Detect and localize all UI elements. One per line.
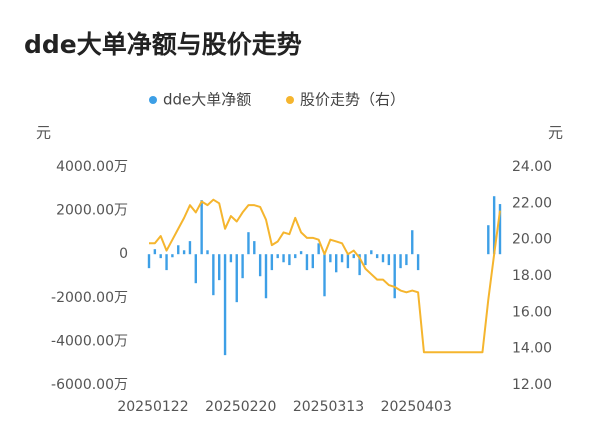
chart-title: dde大单净额与股价走势 <box>24 30 302 59</box>
bar <box>229 254 233 263</box>
y2-tick-label: 22.00 <box>512 195 552 211</box>
y-tick-label: -2000.00万 <box>51 290 128 306</box>
bar <box>241 254 244 279</box>
bar <box>492 196 496 255</box>
bar <box>411 230 414 255</box>
bar <box>235 254 238 303</box>
legend-marker <box>149 96 157 104</box>
bar <box>282 254 285 263</box>
bar <box>171 254 174 258</box>
bar <box>218 254 221 281</box>
bar <box>358 254 361 276</box>
bar <box>200 200 203 255</box>
bar <box>381 254 385 263</box>
y2-tick-label: 20.00 <box>512 232 552 248</box>
bar <box>153 249 157 255</box>
bar <box>276 254 279 259</box>
bar <box>399 254 402 269</box>
bar <box>223 254 227 356</box>
bar <box>270 254 274 271</box>
bar <box>159 254 162 259</box>
y2-tick-label: 16.00 <box>512 304 552 320</box>
y-axis-unit: 元 <box>36 124 51 142</box>
bar <box>416 254 420 271</box>
bar <box>346 254 350 269</box>
bar <box>305 254 309 271</box>
bar <box>182 250 186 255</box>
bar <box>352 254 355 259</box>
y-tick-label: -6000.00万 <box>51 377 128 393</box>
y2-tick-label: 12.00 <box>512 377 552 393</box>
bar <box>147 254 151 269</box>
bar <box>405 254 408 266</box>
bar <box>165 254 168 271</box>
bar <box>393 254 396 299</box>
bar <box>487 225 490 255</box>
bar <box>370 250 373 255</box>
bar <box>177 245 180 255</box>
y-tick-label: 0 <box>119 246 128 262</box>
price-line <box>149 198 501 354</box>
bar <box>288 254 291 266</box>
bar <box>206 250 209 255</box>
y-tick-label: 2000.00万 <box>56 203 128 219</box>
y2-tick-label: 14.00 <box>512 341 552 357</box>
bar <box>247 232 250 255</box>
legend-marker <box>286 96 294 104</box>
bar <box>311 254 314 269</box>
y-tick-label: 4000.00万 <box>56 159 128 175</box>
bar <box>194 254 197 284</box>
legend-label[interactable]: 股价走势（右） <box>300 91 405 109</box>
x-tick-label: 20250122 <box>117 399 188 415</box>
y2-tick-label: 18.00 <box>512 268 552 284</box>
bar <box>212 254 215 296</box>
bar <box>387 254 391 266</box>
bar <box>498 204 502 255</box>
bar <box>364 254 367 266</box>
x-tick-label: 20250220 <box>205 399 276 415</box>
bar <box>323 254 326 297</box>
x-tick-label: 20250403 <box>381 399 452 415</box>
bar <box>340 254 344 263</box>
x-tick-label: 20250313 <box>293 399 364 415</box>
bar <box>258 254 262 277</box>
bar <box>294 254 297 259</box>
bar <box>188 241 192 255</box>
y-tick-label: -4000.00万 <box>51 333 128 349</box>
legend-label[interactable]: dde大单净额 <box>163 91 251 109</box>
bar <box>264 254 268 299</box>
bar <box>299 251 303 255</box>
y2-tick-label: 24.00 <box>512 159 552 175</box>
bar <box>375 254 379 259</box>
bar <box>329 254 332 263</box>
y2-axis-unit: 元 <box>548 124 563 142</box>
bar <box>335 254 338 273</box>
bar <box>317 243 320 255</box>
bar <box>253 241 256 255</box>
